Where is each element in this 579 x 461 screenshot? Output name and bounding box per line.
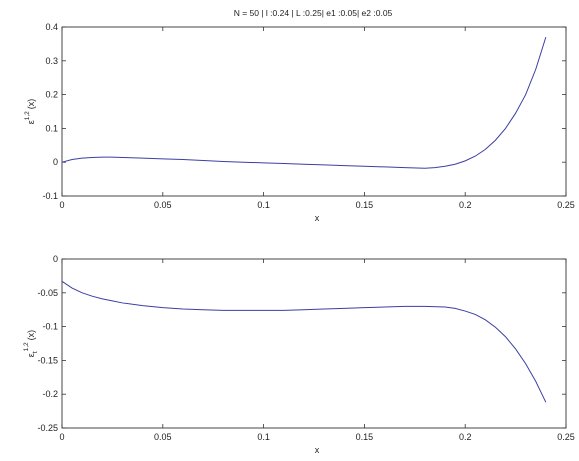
y-tick-label: 0.3 xyxy=(45,56,58,66)
y-tick-label: 0 xyxy=(53,254,58,264)
y-tick-label: -0.1 xyxy=(42,191,58,201)
x-tick-label: 0.25 xyxy=(557,200,575,210)
x-tick-label: 0.05 xyxy=(154,432,172,442)
series-line xyxy=(61,36,547,169)
y-tick-label: 0.4 xyxy=(45,22,58,32)
plot-frame xyxy=(61,26,567,197)
y-tick-label: 0 xyxy=(53,157,58,167)
x-tick-label: 0.05 xyxy=(154,200,172,210)
top-plot: 0 0.05 0.1 0.15 0.2 0.25-0.100.10.20.30.4xε1,… xyxy=(24,22,575,223)
x-tick-label: 0.25 xyxy=(557,432,575,442)
x-tick-label: 0.1 xyxy=(257,432,270,442)
x-tick-label: 0.15 xyxy=(356,200,374,210)
y-axis-label: εt1,2(x) xyxy=(23,330,39,357)
y-tick-label: -0.15 xyxy=(37,355,58,365)
y-tick-label: 0.2 xyxy=(45,90,58,100)
plot-frame xyxy=(61,258,567,429)
chart-title: N = 50 | l :0.24 | L :0.25| e1 :0.05| e2… xyxy=(234,8,393,18)
y-tick-label: -0.1 xyxy=(42,322,58,332)
y-tick-label: -0.05 xyxy=(37,288,58,298)
x-tick-label: 0.2 xyxy=(459,200,472,210)
x-tick-label: 0.2 xyxy=(459,432,472,442)
x-tick-label: 0 xyxy=(59,432,64,442)
x-tick-label: 0.15 xyxy=(356,432,374,442)
bottom-plot: 0 0.05 0.1 0.15 0.2 0.25 -0.25 -0.2 -0.15 -0.1 -0.… xyxy=(23,254,575,455)
y-axis-label: ε1,2(x) xyxy=(24,99,36,125)
y-tick-label: -0.2 xyxy=(42,389,58,399)
x-tick-label: 0.1 xyxy=(257,200,270,210)
series-line xyxy=(61,280,547,403)
x-tick-label: 0 xyxy=(59,200,64,210)
x-axis-label: x xyxy=(315,445,320,455)
y-tick-label: 0.1 xyxy=(45,123,58,133)
y-tick-label: -0.25 xyxy=(37,423,58,433)
x-axis-label: x xyxy=(315,213,320,223)
